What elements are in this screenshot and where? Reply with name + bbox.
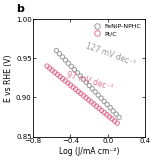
Point <box>49 67 51 69</box>
Point <box>56 73 59 76</box>
Point <box>72 86 74 88</box>
Point <box>109 106 111 109</box>
Point <box>93 103 95 105</box>
Point <box>113 120 116 122</box>
Point <box>61 77 64 80</box>
Point <box>70 65 73 68</box>
Point <box>112 110 114 112</box>
Point <box>77 90 80 93</box>
Text: 97 mV dec⁻¹: 97 mV dec⁻¹ <box>66 70 114 92</box>
Point <box>94 91 96 93</box>
Point <box>85 81 88 84</box>
Point <box>85 96 87 99</box>
Point <box>118 116 120 119</box>
Point <box>55 49 58 52</box>
Point <box>116 122 118 124</box>
Point <box>51 69 53 72</box>
Point <box>111 118 113 120</box>
Point <box>67 82 69 84</box>
Point <box>46 65 48 67</box>
Point <box>97 94 100 96</box>
Text: b: b <box>16 4 24 14</box>
Point <box>103 100 105 103</box>
Point <box>108 116 111 118</box>
Point <box>100 97 102 100</box>
Y-axis label: E vs RHE (V): E vs RHE (V) <box>4 54 13 102</box>
Point <box>95 105 98 108</box>
Point <box>115 113 117 115</box>
Point <box>91 87 93 90</box>
Point <box>74 88 77 91</box>
Point <box>64 80 66 82</box>
Point <box>103 111 106 114</box>
Point <box>98 107 100 110</box>
Point <box>100 109 103 112</box>
Point <box>59 75 61 78</box>
Point <box>79 75 82 77</box>
Legend: FeNiP-NPHC, Pt/C: FeNiP-NPHC, Pt/C <box>89 22 142 37</box>
Point <box>90 101 93 103</box>
Point <box>106 113 108 116</box>
Point <box>82 78 84 80</box>
X-axis label: Log (J/mA cm⁻²): Log (J/mA cm⁻²) <box>59 147 119 156</box>
Point <box>87 99 90 101</box>
Point <box>67 62 70 64</box>
Point <box>76 72 79 74</box>
Text: 127 mV dec⁻¹: 127 mV dec⁻¹ <box>84 42 137 68</box>
Point <box>69 84 72 86</box>
Point <box>73 68 76 71</box>
Point <box>106 103 108 106</box>
Point <box>58 52 61 55</box>
Point <box>61 56 64 58</box>
Point <box>54 71 56 74</box>
Point <box>82 94 85 97</box>
Point <box>64 59 67 61</box>
Point <box>80 92 82 95</box>
Point <box>88 84 91 87</box>
